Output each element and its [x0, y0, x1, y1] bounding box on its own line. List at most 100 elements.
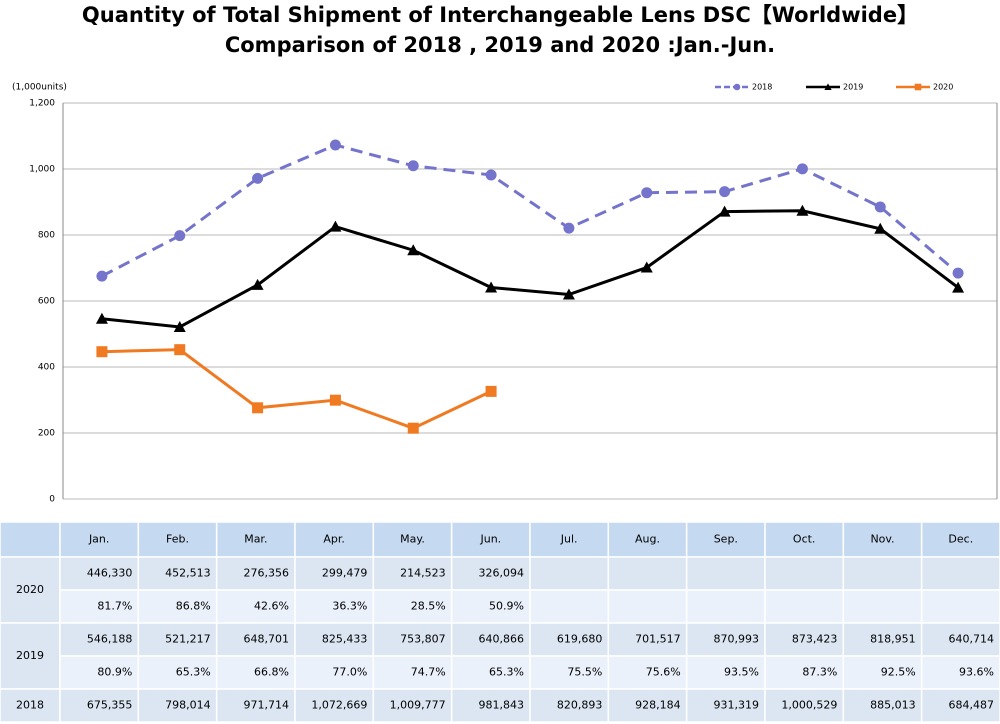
table-cell — [607, 589, 688, 624]
table-value: 452,513 — [165, 567, 211, 580]
table-cell — [137, 589, 218, 624]
point — [485, 281, 498, 293]
point — [252, 402, 264, 414]
table-value: 446,330 — [87, 567, 133, 580]
table-value: 81.7% — [97, 600, 132, 613]
table-cell — [137, 556, 218, 591]
point — [796, 163, 808, 175]
table-cell — [0, 521, 61, 558]
table-cell — [372, 655, 453, 690]
table-cell — [764, 688, 845, 723]
table-cell — [607, 655, 688, 690]
table-cell — [215, 688, 296, 723]
legend-label: 2020 — [933, 83, 953, 92]
point — [96, 346, 108, 358]
table-value: 619,680 — [557, 633, 603, 646]
table-cell — [59, 688, 140, 723]
table-value: 93.5% — [724, 666, 759, 679]
chart-subtitle: Comparison of 2018 , 2019 and 2020 :Jan.… — [225, 33, 775, 57]
table-header: Feb. — [166, 533, 189, 546]
legend-label: 2018 — [752, 83, 772, 92]
table-cell — [920, 688, 1000, 723]
point — [562, 288, 575, 300]
series-line — [101, 209, 959, 329]
table-header: Jul. — [560, 533, 578, 546]
y-tick-label: 600 — [38, 297, 55, 307]
table-value: 640,714 — [949, 633, 995, 646]
table-cell — [607, 688, 688, 723]
table-value: 640,866 — [479, 633, 525, 646]
table-header: Apr. — [323, 533, 345, 546]
table-value: 753,807 — [400, 633, 446, 646]
table-row-label: 2019 — [16, 649, 44, 662]
table-cell — [450, 589, 531, 624]
table-cell — [920, 655, 1000, 690]
series-line — [101, 348, 492, 430]
table-value: 80.9% — [97, 666, 132, 679]
table-header: Aug. — [635, 533, 660, 546]
point — [329, 394, 341, 406]
table-header: Mar. — [244, 533, 267, 546]
series-line — [101, 143, 960, 278]
point — [173, 320, 186, 332]
table-cell — [450, 622, 531, 657]
table-cell — [764, 655, 845, 690]
table-value: 93.6% — [959, 666, 994, 679]
table-value: 75.6% — [646, 666, 681, 679]
table-cell — [842, 688, 923, 723]
table-value: 75.5% — [567, 666, 602, 679]
point — [485, 169, 497, 181]
table-cell — [920, 556, 1000, 591]
table-cell — [529, 589, 610, 624]
table-value: 521,217 — [165, 633, 211, 646]
table-value: 86.8% — [176, 600, 211, 613]
table-value: 87.3% — [802, 666, 837, 679]
point — [329, 139, 341, 151]
table-cell — [685, 589, 766, 624]
table-header: May. — [400, 533, 425, 546]
table-value: 1,000,529 — [781, 699, 837, 712]
legend-label: 2019 — [843, 83, 863, 92]
table-cell — [920, 521, 1000, 558]
table-cell — [215, 655, 296, 690]
table-value: 42.6% — [254, 600, 289, 613]
table-value: 65.3% — [176, 666, 211, 679]
table-value: 701,517 — [635, 633, 681, 646]
point — [641, 187, 653, 199]
point — [407, 160, 419, 172]
table-cell — [529, 655, 610, 690]
point — [796, 204, 809, 216]
point — [952, 281, 965, 293]
table-value: 326,094 — [479, 567, 525, 580]
table-cell — [215, 622, 296, 657]
table-value: 1,009,777 — [390, 699, 446, 712]
table-cell — [764, 556, 845, 591]
y-tick-label: 1,000 — [29, 165, 55, 175]
table-header: Nov. — [870, 533, 894, 546]
point — [874, 201, 886, 213]
table-cell — [294, 556, 375, 591]
table-value: 798,014 — [165, 699, 211, 712]
point — [174, 344, 186, 356]
table-value: 36.3% — [332, 600, 367, 613]
table-header: Oct. — [793, 533, 816, 546]
table-cell — [764, 521, 845, 558]
table-cell — [529, 521, 610, 558]
table-cell — [920, 622, 1000, 657]
table-cell — [842, 655, 923, 690]
table-cell — [0, 688, 61, 723]
table-value: 825,433 — [322, 633, 368, 646]
table-cell — [59, 622, 140, 657]
point — [251, 278, 264, 290]
table-row-label: 2020 — [16, 583, 44, 596]
table-cell — [59, 521, 140, 558]
point — [329, 220, 342, 232]
point — [174, 230, 186, 242]
table-cell — [920, 589, 1000, 624]
table-cell — [685, 556, 766, 591]
point — [952, 267, 964, 279]
legend-marker — [824, 83, 832, 90]
y-tick-label: 400 — [38, 363, 55, 373]
